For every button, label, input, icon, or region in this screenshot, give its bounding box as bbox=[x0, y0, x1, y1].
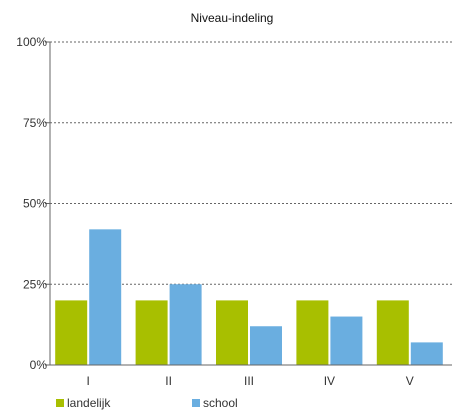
bar-landelijk-V bbox=[376, 300, 409, 365]
x-tick-label: V bbox=[406, 374, 414, 388]
y-tick-label: 25% bbox=[23, 277, 47, 291]
legend-swatch-landelijk bbox=[56, 399, 64, 407]
y-tick-label: 0% bbox=[30, 358, 48, 372]
bar-school-IV bbox=[330, 316, 363, 365]
y-tick-label: 50% bbox=[23, 197, 47, 211]
legend: landelijk school bbox=[56, 396, 238, 410]
bar-landelijk-I bbox=[55, 300, 88, 365]
bar-school-V bbox=[410, 342, 443, 365]
gridlines bbox=[50, 41, 452, 285]
x-tick-label: I bbox=[87, 374, 90, 388]
bar-school-III bbox=[250, 326, 282, 365]
x-tick-label: IV bbox=[324, 374, 335, 388]
bar-school-II bbox=[169, 284, 202, 365]
bars bbox=[55, 229, 443, 365]
legend-label-school: school bbox=[203, 396, 238, 410]
x-tick-label: III bbox=[244, 374, 254, 388]
x-tick-label: II bbox=[165, 374, 172, 388]
legend-swatch-school bbox=[192, 399, 200, 407]
bar-landelijk-IV bbox=[296, 300, 329, 365]
bar-landelijk-II bbox=[135, 300, 168, 365]
y-tick-label: 100% bbox=[16, 35, 47, 49]
x-axis: I II III IV V bbox=[50, 364, 452, 388]
chart-title: Niveau-indeling bbox=[191, 11, 274, 25]
legend-label-landelijk: landelijk bbox=[67, 396, 111, 410]
y-tick-label: 75% bbox=[23, 116, 47, 130]
bar-landelijk-III bbox=[216, 300, 248, 365]
bar-school-I bbox=[89, 229, 122, 365]
y-axis: 0% 25% 50% 75% 100% bbox=[16, 35, 51, 372]
